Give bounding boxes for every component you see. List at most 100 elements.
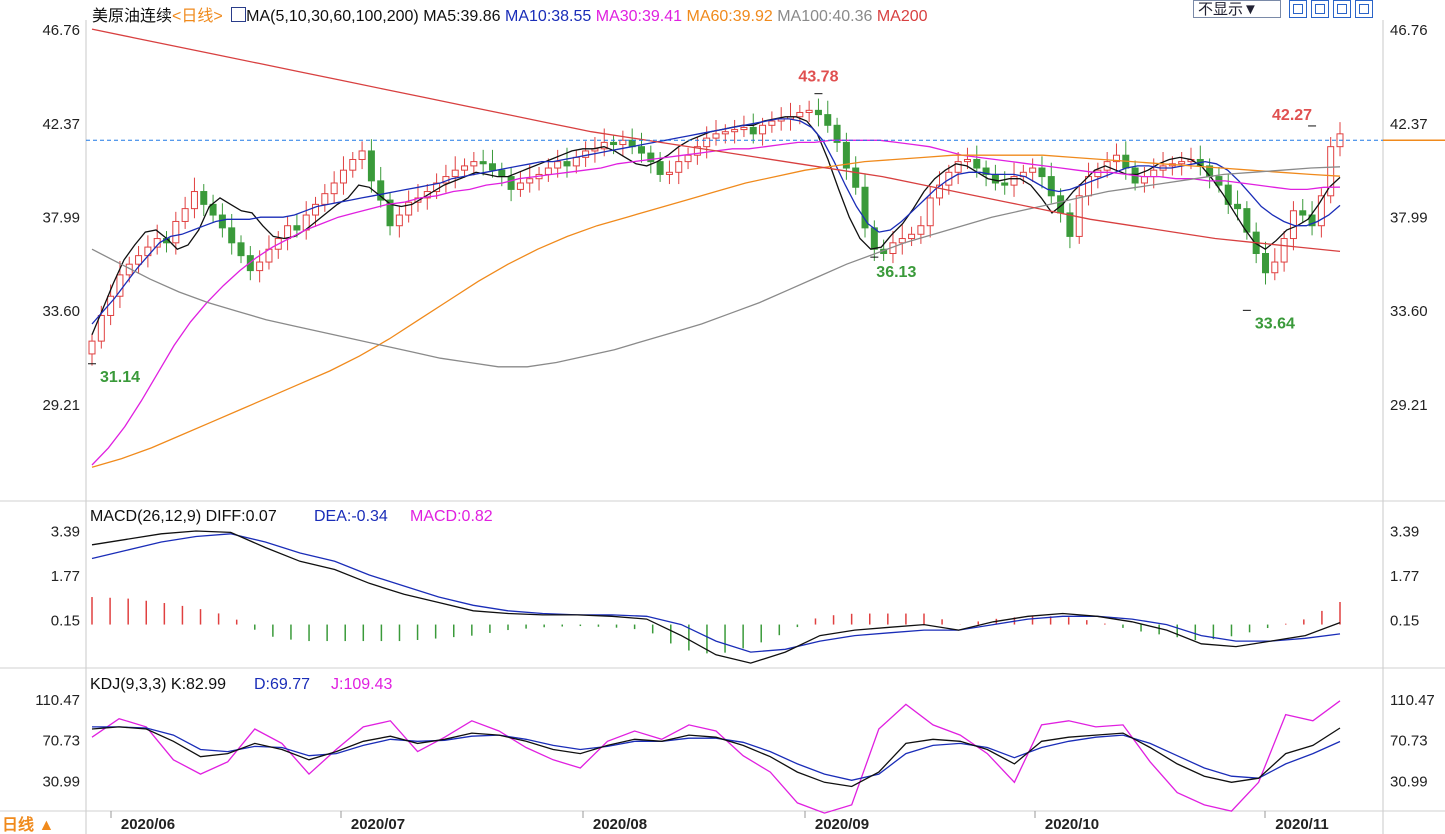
candle-body xyxy=(526,178,534,184)
candle-body xyxy=(936,184,944,199)
price-tick-left: 29.21 xyxy=(42,397,80,414)
candle-body xyxy=(97,314,105,342)
candle-body xyxy=(684,154,692,163)
macd-tick-left: 0.15 xyxy=(51,612,80,629)
candle-body xyxy=(349,158,357,171)
kdj-j-label: J:109.43 xyxy=(331,676,392,693)
candle-body xyxy=(1224,184,1232,205)
ma-line-ma5 xyxy=(91,116,1341,335)
extreme-label: 31.14 xyxy=(100,369,140,386)
period-selector-button[interactable]: 日线 ▲ xyxy=(2,815,54,834)
ma-value-2: MA30:39.41 xyxy=(595,8,687,25)
candle-body xyxy=(945,171,953,186)
candle-body xyxy=(358,150,366,160)
candle-body xyxy=(917,225,925,235)
extreme-label: 42.27 xyxy=(1272,107,1312,124)
candle-body xyxy=(973,158,981,169)
macd-diff-line xyxy=(91,530,1341,664)
candle-body xyxy=(619,139,627,146)
candle-body xyxy=(1150,169,1158,178)
candle-body xyxy=(749,126,757,135)
candle-body xyxy=(507,176,515,190)
candle-body xyxy=(898,238,906,244)
candle-body xyxy=(116,274,124,297)
candle-body xyxy=(451,169,459,178)
candle-body xyxy=(1066,212,1074,237)
candle-body xyxy=(395,214,403,227)
kdj-tick-left: 110.47 xyxy=(35,692,80,709)
period-label[interactable]: <日线> xyxy=(172,8,223,25)
candle-body xyxy=(582,150,590,158)
candle-body xyxy=(1029,167,1037,173)
candle-body xyxy=(740,126,748,131)
layout-icon[interactable] xyxy=(1311,0,1329,18)
candle-body xyxy=(675,161,683,173)
ma-indicator-icon[interactable] xyxy=(231,7,247,22)
candle-body xyxy=(1261,253,1269,274)
ma-value-1: MA10:38.55 xyxy=(505,8,596,25)
candle-body xyxy=(991,173,999,184)
candle-body xyxy=(88,340,96,355)
candle-body xyxy=(926,197,934,227)
crosshair-icon[interactable] xyxy=(1289,0,1307,18)
macd-tick-right: 3.39 xyxy=(1390,523,1419,540)
candle-body xyxy=(237,242,245,257)
header-bar: 美原油连续<日线> MA(5,10,30,60,100,200) MA5:39.… xyxy=(92,2,928,26)
candle-body xyxy=(861,186,869,229)
candle-body xyxy=(852,167,860,188)
candle-body xyxy=(805,109,813,113)
price-tick-right: 46.76 xyxy=(1390,22,1428,39)
display-toggle-button[interactable]: 不显示▼ xyxy=(1193,0,1281,18)
candle-body xyxy=(703,137,711,148)
candle-body xyxy=(498,169,506,178)
price-tick-right: 29.21 xyxy=(1390,397,1428,414)
candle-body xyxy=(721,131,729,135)
x-axis-label: 2020/07 xyxy=(351,816,405,833)
candle-body xyxy=(600,141,608,150)
ma-line-ma100 xyxy=(91,166,1341,368)
candle-body xyxy=(759,124,767,135)
macd-tick-right: 0.15 xyxy=(1390,612,1419,629)
macd-dea-line xyxy=(91,533,1341,653)
candle-body xyxy=(814,109,822,116)
candle-body xyxy=(833,124,841,143)
symbol-name: 美原油连续 xyxy=(92,8,173,25)
ma-label: MA(5,10,30,60,100,200) xyxy=(246,8,419,25)
candle-body xyxy=(563,161,571,167)
candle-body xyxy=(470,161,478,167)
candle-body xyxy=(637,146,645,154)
candle-body xyxy=(1299,210,1307,216)
price-tick-left: 37.99 xyxy=(42,209,80,226)
next-icon[interactable] xyxy=(1355,0,1373,18)
candle-body xyxy=(330,182,338,195)
candle-body xyxy=(377,180,385,201)
kdj-tick-right: 30.99 xyxy=(1390,773,1428,790)
kdj-tick-right: 110.47 xyxy=(1390,692,1435,709)
candle-body xyxy=(693,146,701,156)
candle-body xyxy=(954,161,962,173)
x-axis-label: 2020/08 xyxy=(593,816,647,833)
price-tick-right: 37.99 xyxy=(1390,209,1428,226)
zoom-icon[interactable] xyxy=(1333,0,1351,18)
candle-body xyxy=(870,227,878,250)
candle-body xyxy=(1317,195,1325,227)
macd-tick-left: 3.39 xyxy=(51,523,80,540)
candle-body xyxy=(665,171,673,175)
price-tick-left: 42.37 xyxy=(42,116,80,133)
candle-body xyxy=(1001,182,1009,186)
candle-body xyxy=(1094,169,1102,178)
candle-body xyxy=(572,156,580,167)
kdj-j-line xyxy=(91,700,1341,814)
candle-body xyxy=(321,193,329,205)
x-axis-label: 2020/09 xyxy=(815,816,869,833)
x-axis-label: 2020/11 xyxy=(1275,816,1328,833)
kdj-tick-left: 70.73 xyxy=(42,733,80,750)
kdj-title: KDJ(9,3,3) K:82.99 xyxy=(90,676,226,693)
candle-body xyxy=(405,201,413,216)
candle-body xyxy=(339,169,347,184)
candle-body xyxy=(190,191,198,210)
candle-body xyxy=(293,225,301,231)
kdj-d-line xyxy=(92,726,1341,781)
candle-body xyxy=(1234,203,1242,210)
candle-body xyxy=(796,111,804,118)
